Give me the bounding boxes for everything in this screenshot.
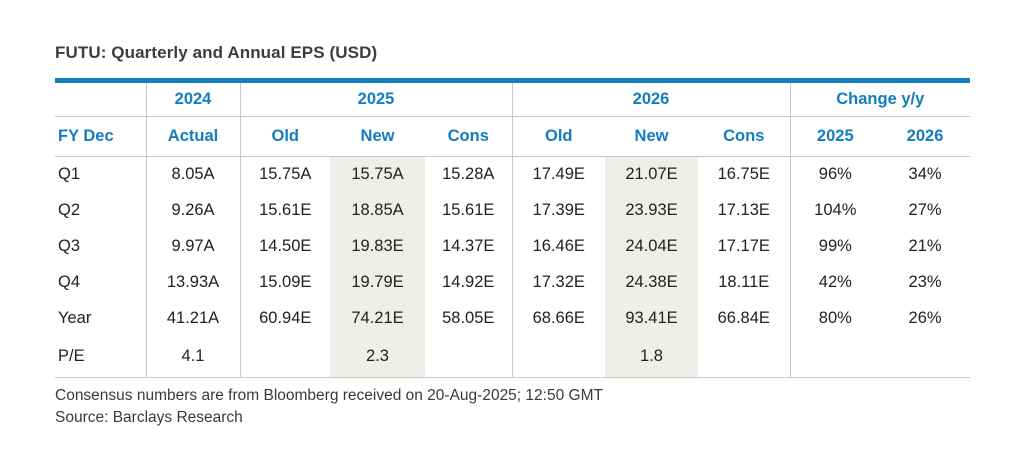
cell-actual: 41.21A [145, 300, 240, 337]
col-header-actual: Actual [145, 116, 240, 157]
cell-change-2026: 21% [908, 237, 942, 255]
cell-old-2026: 68.66E [511, 300, 606, 337]
row-label: Q3 [58, 237, 81, 255]
cell-change-2026: 27% [908, 201, 942, 219]
cell-change-2025: 104% [789, 192, 881, 229]
cell-old-2025: 60.94E [239, 300, 330, 337]
cell-change-2026: 23% [908, 273, 942, 291]
group-header-empty [55, 80, 146, 117]
page-title: FUTU: Quarterly and Annual EPS (USD) [55, 43, 378, 62]
cell-new-2025: 19.83E [330, 228, 425, 265]
cell-new-2026: 93.41E [605, 300, 699, 337]
cell-actual: 13.93A [145, 264, 240, 301]
cell-cons-2025: 15.61E [442, 201, 495, 219]
table-row-pe: P/E 4.1 2.3 1.8 [55, 336, 970, 378]
row-label: Q1 [58, 165, 81, 184]
table-row-q3: Q3 9.97A 14.50E 19.83E 14.37E 16.46E 24.… [55, 228, 970, 265]
cell-actual: 4.1 [145, 336, 240, 378]
row-label: P/E [58, 347, 85, 366]
cell-old-2025: 14.50E [239, 228, 330, 265]
footnote-source: Source: Barclays Research [55, 409, 243, 426]
table-row-year: Year 41.21A 60.94E 74.21E 58.05E 68.66E … [55, 300, 970, 337]
cell-new-2025: 15.75A [330, 156, 425, 193]
cell-old-2026: 17.39E [511, 192, 606, 229]
cell-cons-2025: 58.05E [442, 309, 495, 327]
cell-actual: 9.97A [145, 228, 240, 265]
cell-change-2026: 34% [908, 165, 942, 184]
col-header-change-2025: 2025 [789, 116, 881, 157]
page: FUTU: Quarterly and Annual EPS (USD) 202… [55, 43, 971, 429]
cell-actual: 9.26A [145, 192, 240, 229]
cell-old-2026 [511, 336, 606, 378]
cell-cons-2025: 14.92E [442, 273, 495, 291]
row-label: Q2 [58, 201, 81, 219]
group-header-2024: 2024 [145, 80, 240, 117]
cell-cons-2026: 17.13E [717, 201, 770, 219]
cell-actual: 8.05A [145, 156, 240, 193]
cell-cons-2026: 17.17E [717, 237, 770, 255]
cell-change-2026 [880, 337, 970, 378]
col-header-cons-2026: Cons [698, 116, 791, 157]
table-row-q2: Q2 9.26A 15.61E 18.85A 15.61E 17.39E 23.… [55, 192, 970, 229]
cell-new-2025: 2.3 [330, 336, 425, 378]
group-header-change-yy: Change y/y [789, 80, 971, 117]
cell-old-2026: 16.46E [511, 228, 606, 265]
table-row-q1: Q1 8.05A 15.75A 15.75A 15.28A 17.49E 21.… [55, 156, 970, 193]
group-header-2025: 2025 [239, 80, 513, 117]
cell-old-2026: 17.32E [511, 264, 606, 301]
cell-cons-2025: 15.28A [442, 165, 495, 184]
cell-change-2025: 96% [789, 156, 881, 193]
group-header-row: 2024 2025 2026 Change y/y [55, 80, 971, 117]
footnotes: Consensus numbers are from Bloomberg rec… [55, 385, 970, 429]
cell-old-2025: 15.75A [239, 156, 330, 193]
col-header-change-2026: 2026 [880, 116, 971, 157]
table-row-q4: Q4 13.93A 15.09E 19.79E 14.92E 17.32E 24… [55, 264, 970, 301]
cell-new-2026: 21.07E [605, 156, 699, 193]
eps-table: 2024 2025 2026 Change y/y FY Dec Actual … [55, 78, 971, 378]
cell-new-2026: 23.93E [605, 192, 699, 229]
cell-cons-2026: 16.75E [717, 165, 770, 184]
col-header-new-2025: New [330, 116, 425, 157]
col-header-cons-2025: Cons [425, 116, 513, 157]
col-header-old-2025: Old [239, 116, 330, 157]
cell-change-2026: 26% [908, 309, 942, 327]
cell-new-2025: 74.21E [330, 300, 425, 337]
cell-new-2025: 19.79E [330, 264, 425, 301]
cell-new-2026: 24.38E [605, 264, 699, 301]
col-header-old-2026: Old [511, 116, 606, 157]
cell-new-2025: 18.85A [330, 192, 425, 229]
cell-change-2025: 99% [789, 228, 881, 265]
cell-old-2025: 15.61E [239, 192, 330, 229]
group-header-2026: 2026 [511, 80, 791, 117]
row-label: Year [58, 309, 92, 327]
col-header-fy-dec: FY Dec [55, 116, 146, 157]
cell-cons-2026 [698, 337, 790, 378]
cell-old-2025: 15.09E [239, 264, 330, 301]
cell-cons-2026: 66.84E [717, 309, 770, 327]
cell-old-2026: 17.49E [511, 156, 606, 193]
column-header-row: FY Dec Actual Old New Cons Old New Cons … [55, 116, 971, 157]
footnote-consensus: Consensus numbers are from Bloomberg rec… [55, 387, 603, 404]
cell-cons-2025: 14.37E [442, 237, 495, 255]
cell-change-2025: 80% [789, 300, 881, 337]
cell-change-2025: 42% [789, 264, 881, 301]
cell-old-2025 [239, 336, 330, 378]
cell-new-2026: 24.04E [605, 228, 699, 265]
col-header-new-2026: New [605, 116, 699, 157]
cell-cons-2026: 18.11E [718, 273, 770, 291]
row-label: Q4 [58, 273, 81, 291]
cell-cons-2025 [425, 337, 512, 378]
cell-new-2026: 1.8 [605, 336, 699, 378]
cell-change-2025 [789, 336, 881, 378]
